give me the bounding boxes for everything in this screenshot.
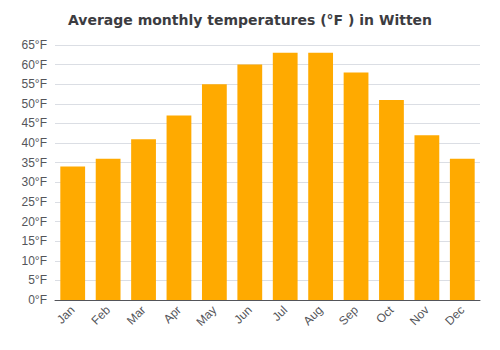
svg-text:0°F: 0°F [28, 293, 47, 307]
svg-text:Nov: Nov [407, 303, 432, 328]
svg-text:45°F: 45°F [22, 116, 47, 130]
svg-text:40°F: 40°F [22, 136, 47, 150]
svg-text:Mar: Mar [124, 303, 149, 327]
svg-text:Dec: Dec [442, 303, 467, 328]
svg-text:Apr: Apr [161, 303, 184, 326]
svg-text:20°F: 20°F [22, 215, 47, 229]
svg-text:Oct: Oct [373, 303, 397, 327]
svg-text:May: May [193, 303, 219, 329]
svg-text:Jun: Jun [231, 303, 255, 327]
svg-text:60°F: 60°F [22, 58, 47, 72]
svg-text:65°F: 65°F [22, 38, 47, 52]
svg-text:30°F: 30°F [22, 175, 47, 189]
svg-text:10°F: 10°F [22, 254, 47, 268]
svg-text:15°F: 15°F [22, 234, 47, 248]
svg-text:Aug: Aug [301, 303, 326, 328]
svg-text:5°F: 5°F [28, 273, 47, 287]
svg-text:50°F: 50°F [22, 97, 47, 111]
svg-text:Jul: Jul [269, 303, 290, 324]
svg-text:Feb: Feb [89, 303, 114, 328]
svg-text:Average monthly temperatures (: Average monthly temperatures (°F ) in Wi… [68, 12, 432, 28]
svg-text:Jan: Jan [54, 303, 78, 327]
svg-text:35°F: 35°F [22, 156, 47, 170]
svg-text:25°F: 25°F [22, 195, 47, 209]
svg-text:Sep: Sep [336, 303, 361, 328]
svg-text:55°F: 55°F [22, 77, 47, 91]
